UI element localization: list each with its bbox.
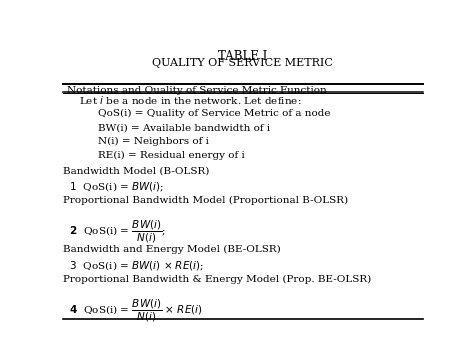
Text: Proportional Bandwidth Model (Proportional B-OLSR): Proportional Bandwidth Model (Proportion… [63, 195, 348, 205]
Text: Proportional Bandwidth & Energy Model (Prop. BE-OLSR): Proportional Bandwidth & Energy Model (P… [63, 275, 371, 284]
Text: Bandwidth and Energy Model (BE-OLSR): Bandwidth and Energy Model (BE-OLSR) [63, 245, 281, 254]
Text: $\mathbf{4}$  QoS(i) = $\dfrac{\mathit{BW}(i)}{\mathit{N}(i)}$ $\times$ $\mathit: $\mathbf{4}$ QoS(i) = $\dfrac{\mathit{BW… [63, 298, 203, 324]
Text: $\mathbf{2}$  QoS(i) = $\dfrac{\mathit{BW}(i)}{\mathit{N}(i)}$;: $\mathbf{2}$ QoS(i) = $\dfrac{\mathit{BW… [63, 219, 166, 245]
Text: $\mathsf{1}$  QoS(i) = $\mathit{BW}(i)$;: $\mathsf{1}$ QoS(i) = $\mathit{BW}(i)$; [63, 181, 164, 194]
Text: Bandwidth Model (B-OLSR): Bandwidth Model (B-OLSR) [63, 166, 210, 175]
Text: QUALITY OF SERVICE METRIC: QUALITY OF SERVICE METRIC [153, 58, 333, 68]
Text: Notations and Quality of Service Metric Function: Notations and Quality of Service Metric … [66, 86, 326, 95]
Text: Let $i$ be a node in the network. Let define:: Let $i$ be a node in the network. Let de… [80, 94, 302, 106]
Text: TABLE I: TABLE I [218, 50, 268, 63]
Text: N(i) = Neighbors of i: N(i) = Neighbors of i [98, 137, 209, 146]
Text: BW(i) = Available bandwidth of i: BW(i) = Available bandwidth of i [98, 123, 270, 132]
Text: QoS(i) = Quality of Service Metric of a node: QoS(i) = Quality of Service Metric of a … [98, 109, 330, 118]
Text: RE(i) = Residual energy of i: RE(i) = Residual energy of i [98, 151, 245, 160]
Text: $\mathsf{3}$  QoS(i) = $\mathit{BW}(i)$ $\times$ $\mathit{RE}(i)$;: $\mathsf{3}$ QoS(i) = $\mathit{BW}(i)$ $… [63, 260, 204, 273]
